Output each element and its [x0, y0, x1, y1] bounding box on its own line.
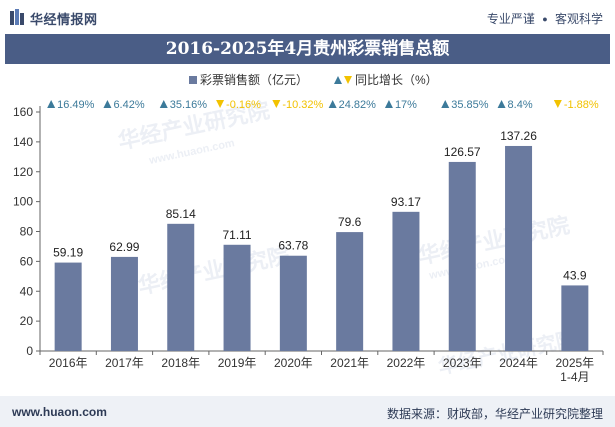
x-tick-label: 2020年 — [274, 356, 313, 370]
growth-label: 17% — [395, 99, 417, 111]
x-tick-label: 2018年 — [161, 356, 200, 370]
footer-source: 数据来源：财政部，华经产业研究院整理 — [386, 407, 603, 421]
y-tick-label: 60 — [20, 254, 34, 268]
bar-value-label: 63.78 — [278, 239, 308, 253]
y-tick-label: 140 — [13, 135, 33, 149]
x-tick-label: 2024年 — [499, 356, 538, 370]
growth-label: -1.88% — [564, 99, 599, 111]
growth-label: 8.4% — [508, 99, 533, 111]
footer-website: www.huaon.com — [12, 405, 107, 419]
growth-label: 6.42% — [113, 99, 144, 111]
legend-label-growth: 同比增长（%） — [355, 73, 438, 87]
y-tick-label: 40 — [20, 284, 34, 298]
x-tick-label: 2023年 — [443, 356, 482, 370]
bar-value-label: 59.19 — [53, 246, 83, 260]
bar-value-label: 85.14 — [166, 207, 196, 221]
growth-label: -10.32% — [282, 99, 323, 111]
growth-up-triangle-icon — [159, 100, 168, 108]
x-tick-label: 2019年 — [218, 356, 257, 370]
footer-bar — [0, 396, 615, 427]
bar-value-label: 43.9 — [563, 268, 587, 282]
bar — [110, 256, 138, 351]
top-header: 华经情报网 专业严谨 ● 客观科学 — [0, 0, 615, 34]
growth-down-triangle-icon — [272, 100, 281, 108]
growth-up-triangle-icon — [441, 100, 450, 108]
slogan: 专业严谨 ● 客观科学 — [487, 10, 603, 27]
slogan-right: 客观科学 — [554, 12, 603, 26]
growth-up-triangle-icon — [497, 100, 506, 108]
bar — [167, 223, 195, 351]
legend-up-triangle-icon — [334, 76, 342, 84]
bar — [336, 232, 364, 351]
bar-value-label: 93.17 — [391, 195, 421, 209]
growth-up-triangle-icon — [328, 100, 337, 108]
bar-value-label: 71.11 — [222, 228, 251, 242]
y-tick-label: 20 — [20, 314, 34, 328]
x-tick-label: 2017年 — [105, 356, 144, 370]
slogan-left: 专业严谨 — [486, 12, 535, 26]
x-tick-label: 2021年 — [330, 356, 369, 370]
slogan-separator-dot-icon: ● — [542, 14, 548, 24]
growth-up-triangle-icon — [103, 100, 112, 108]
bar-value-label: 79.6 — [338, 215, 362, 229]
growth-down-triangle-icon — [216, 100, 225, 108]
bar — [392, 211, 420, 351]
bar — [223, 244, 251, 351]
growth-label: 24.82% — [339, 99, 377, 111]
x-tick-label: 1-4月 — [560, 370, 589, 384]
y-tick-label: 0 — [26, 344, 33, 358]
growth-label: 16.49% — [57, 99, 95, 111]
y-tick-label: 80 — [20, 225, 34, 239]
bar — [505, 145, 533, 351]
growth-down-triangle-icon — [553, 100, 562, 108]
x-tick-label: 2016年 — [49, 356, 88, 370]
growth-label: -0.16% — [226, 99, 261, 111]
bar — [448, 161, 476, 351]
growth-up-triangle-icon — [47, 100, 56, 108]
legend-label-sales: 彩票销售额（亿元） — [200, 72, 308, 87]
y-tick-label: 120 — [13, 165, 33, 179]
watermark-text: 华经产业研究院 — [136, 242, 292, 298]
bar-value-label: 62.99 — [109, 240, 139, 254]
legend-down-triangle-icon — [344, 76, 352, 84]
growth-up-triangle-icon — [384, 100, 393, 108]
bar-chart: 华经产业研究院华经产业研究院华经产业研究院华经产业研究院www.huaon.co… — [13, 72, 604, 384]
bar-value-label: 137.26 — [500, 129, 537, 143]
y-tick-label: 160 — [13, 105, 33, 119]
title-bar: 2016-2025年4月贵州彩票销售总额 — [5, 34, 610, 64]
y-tick-label: 100 — [13, 195, 33, 209]
x-tick-label: 2022年 — [387, 356, 426, 370]
x-tick-label: 2025年 — [555, 356, 594, 370]
chart-title: 2016-2025年4月贵州彩票销售总额 — [165, 39, 450, 59]
bar — [561, 285, 589, 351]
brand-name: 华经情报网 — [30, 12, 98, 27]
legend-swatch-sales — [189, 76, 197, 84]
bar — [279, 255, 307, 351]
bar — [54, 262, 82, 351]
growth-label: 35.16% — [170, 99, 208, 111]
bar-value-label: 126.57 — [444, 145, 481, 159]
huajing-logo-icon — [10, 9, 24, 25]
growth-label: 35.85% — [451, 99, 489, 111]
